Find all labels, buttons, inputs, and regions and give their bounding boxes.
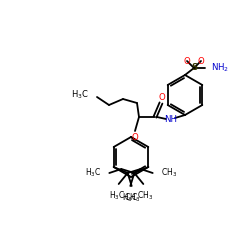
Text: CH$_3$: CH$_3$ [124, 191, 140, 203]
Text: H$_3$C: H$_3$C [108, 189, 125, 202]
Text: O: O [198, 56, 204, 66]
Text: O: O [184, 56, 190, 66]
Text: NH$_2$: NH$_2$ [211, 62, 229, 74]
Text: H$_3$C: H$_3$C [85, 167, 101, 179]
Text: CH$_3$: CH$_3$ [161, 167, 177, 179]
Text: H$_3$C: H$_3$C [71, 89, 89, 101]
Text: H$_3$C: H$_3$C [122, 191, 138, 203]
Text: S: S [191, 64, 197, 72]
Text: O: O [159, 94, 166, 102]
Text: CH$_3$: CH$_3$ [137, 189, 154, 202]
Text: NH: NH [164, 114, 177, 124]
Text: O: O [132, 132, 138, 141]
